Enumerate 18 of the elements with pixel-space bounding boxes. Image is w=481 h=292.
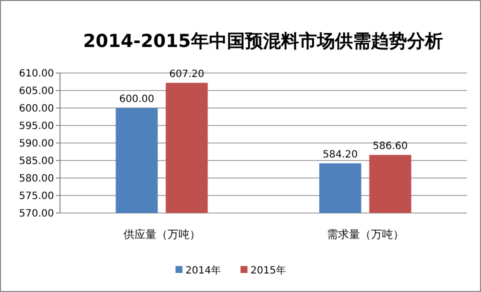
y-tick-label: 595.00 — [19, 121, 54, 132]
legend-label: 2014年 — [186, 264, 221, 276]
text: 607.20 — [169, 68, 204, 80]
text: 600.00 — [119, 94, 154, 105]
y-tick-label: 585.00 — [19, 156, 54, 167]
y-tick-label: 610.00 — [19, 68, 54, 80]
legend-label: 2015年 — [250, 264, 286, 276]
y-tick-label: 600.00 — [19, 104, 54, 114]
text: 586.60 — [372, 140, 408, 152]
x-tick-label: 需求量（万吨） — [326, 228, 404, 241]
y-tick-label: 575.00 — [19, 191, 54, 202]
y-tick-label: 590.00 — [19, 138, 54, 150]
x-tick-label: 供应量（万吨） — [123, 228, 200, 241]
y-tick-label: 605.00 — [19, 86, 54, 97]
chart-title: 2014-2015年中国预混料市场供需趋势分析 — [83, 31, 443, 52]
text: 584.20 — [322, 149, 358, 160]
y-tick-label: 570.00 — [19, 208, 54, 220]
y-tick-label: 580.00 — [19, 174, 54, 184]
